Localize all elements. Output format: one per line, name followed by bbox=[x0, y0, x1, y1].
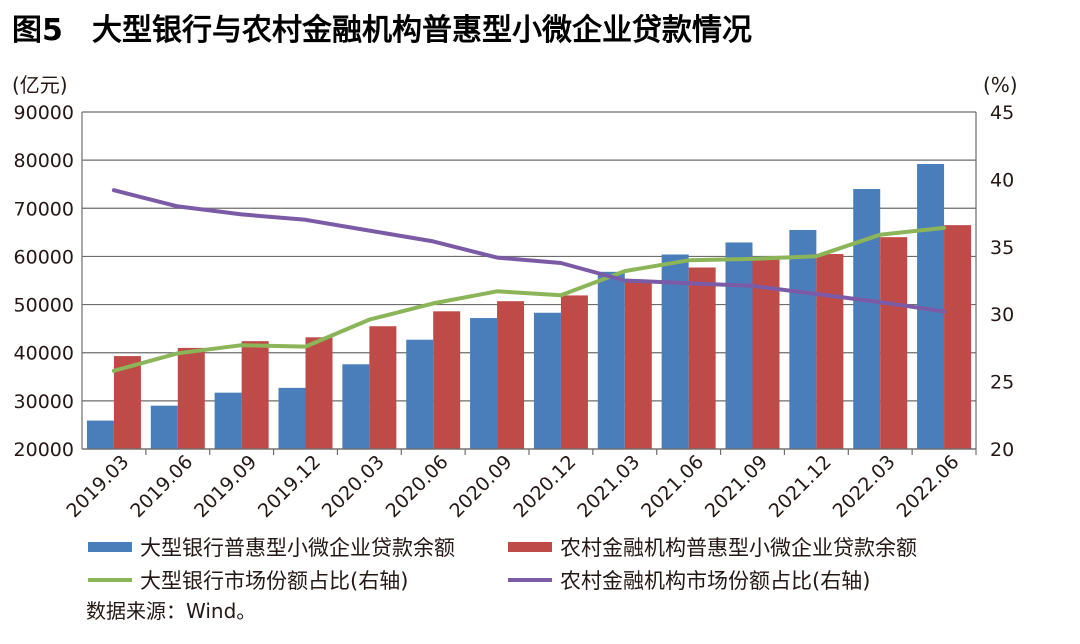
bar-series bbox=[86, 163, 972, 449]
left-axis-unit: (亿元) bbox=[12, 73, 68, 97]
bar-large-bank bbox=[342, 364, 370, 449]
left-tick-label: 70000 bbox=[14, 198, 74, 220]
bar-rural-institution bbox=[944, 225, 972, 449]
x-tick-label: 2021.06 bbox=[637, 451, 708, 522]
x-tick-label: 2021.09 bbox=[701, 451, 772, 522]
x-tick-label: 2020.06 bbox=[382, 451, 453, 522]
bar-rural-institution bbox=[497, 301, 525, 449]
right-axis-unit: (%) bbox=[983, 73, 1018, 97]
legend-label: 大型银行市场份额占比(右轴) bbox=[140, 569, 408, 593]
line-rural-institution-share bbox=[111, 188, 947, 314]
x-tick-label: 2019.06 bbox=[126, 451, 197, 522]
bar-large-bank bbox=[406, 339, 434, 449]
x-tick-label: 2021.03 bbox=[573, 451, 644, 522]
x-tick-label: 2021.12 bbox=[765, 451, 836, 522]
line-series bbox=[111, 188, 947, 373]
left-tick-label: 90000 bbox=[14, 102, 74, 124]
legend-swatch bbox=[508, 542, 552, 552]
bar-large-bank bbox=[533, 312, 561, 449]
legend-label: 农村金融机构普惠型小微企业贷款余额 bbox=[560, 536, 917, 560]
left-tick-label: 20000 bbox=[14, 439, 74, 461]
x-tick-label: 2019.09 bbox=[190, 451, 261, 522]
right-tick-label: 20 bbox=[990, 439, 1014, 461]
x-tick-label: 2020.12 bbox=[509, 451, 580, 522]
bar-rural-institution bbox=[305, 337, 333, 449]
bar-rural-institution bbox=[688, 267, 716, 449]
bar-large-bank bbox=[853, 189, 881, 449]
x-tick-label: 2022.03 bbox=[829, 451, 900, 522]
x-tick-label: 2020.03 bbox=[318, 451, 389, 522]
bar-rural-institution bbox=[624, 280, 652, 449]
bar-rural-institution bbox=[369, 326, 397, 449]
bar-large-bank bbox=[597, 271, 625, 449]
left-tick-label: 50000 bbox=[14, 295, 74, 317]
left-tick-label: 60000 bbox=[14, 246, 74, 268]
figure-label: 图5 bbox=[12, 13, 63, 48]
bar-rural-institution bbox=[880, 237, 908, 449]
bar-large-bank bbox=[278, 387, 306, 449]
bar-large-bank bbox=[789, 229, 817, 449]
bar-rural-institution bbox=[241, 341, 269, 449]
right-tick-label: 35 bbox=[990, 237, 1014, 259]
legend: 大型银行普惠型小微企业贷款余额 农村金融机构普惠型小微企业贷款余额大型银行市场份额… bbox=[88, 536, 917, 593]
left-tick-label: 80000 bbox=[14, 150, 74, 172]
x-tick-label: 2022.06 bbox=[892, 451, 963, 522]
x-tick-label: 2019.12 bbox=[254, 451, 325, 522]
left-tick-label: 30000 bbox=[14, 391, 74, 413]
chart-title: 大型银行与农村金融机构普惠型小微企业贷款情况 bbox=[92, 13, 752, 48]
bar-large-bank bbox=[725, 242, 753, 449]
bar-rural-institution bbox=[177, 347, 205, 449]
x-tick-label: 2020.09 bbox=[445, 451, 516, 522]
bar-large-bank bbox=[150, 405, 178, 449]
line-large-bank-share bbox=[111, 225, 947, 373]
bar-large-bank bbox=[86, 420, 114, 449]
bar-large-bank bbox=[661, 254, 689, 449]
right-tick-label: 25 bbox=[990, 372, 1014, 394]
legend-swatch bbox=[88, 542, 132, 552]
bar-large-bank bbox=[214, 392, 242, 449]
right-tick-label: 30 bbox=[990, 304, 1014, 326]
legend-label: 农村金融机构市场份额占比(右轴) bbox=[560, 569, 870, 593]
bar-rural-institution bbox=[433, 311, 461, 449]
right-tick-label: 45 bbox=[990, 102, 1014, 124]
bar-rural-institution bbox=[560, 295, 588, 449]
left-tick-label: 40000 bbox=[14, 343, 74, 365]
data-source-note: 数据来源：Wind。 bbox=[86, 599, 256, 623]
bar-rural-institution bbox=[816, 254, 844, 449]
bar-large-bank bbox=[470, 318, 498, 449]
x-tick-label: 2019.03 bbox=[62, 451, 133, 522]
right-tick-label: 40 bbox=[990, 169, 1014, 191]
legend-label: 大型银行普惠型小微企业贷款余额 bbox=[140, 536, 455, 560]
